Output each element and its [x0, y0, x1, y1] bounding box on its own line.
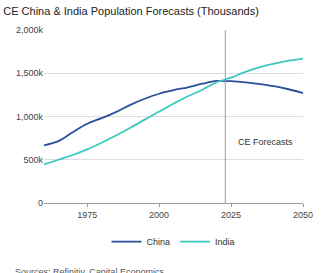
svg-text:500k: 500k [23, 155, 43, 165]
svg-text:CE Forecasts: CE Forecasts [238, 137, 293, 147]
svg-text:2,000k: 2,000k [16, 25, 44, 35]
svg-text:CE China & India Population Fo: CE China & India Population Forecasts (T… [3, 5, 259, 17]
svg-text:Sources: Refinitiv, Capital Ec: Sources: Refinitiv, Capital Economics [15, 267, 164, 273]
svg-text:China: China [147, 237, 171, 247]
svg-text:2025: 2025 [221, 210, 241, 220]
svg-text:1,000k: 1,000k [16, 112, 44, 122]
svg-text:1,500k: 1,500k [16, 68, 44, 78]
svg-text:2000: 2000 [149, 210, 169, 220]
svg-text:1975: 1975 [77, 210, 97, 220]
svg-text:0: 0 [38, 198, 43, 208]
svg-text:2050: 2050 [293, 210, 313, 220]
svg-text:India: India [215, 237, 235, 247]
